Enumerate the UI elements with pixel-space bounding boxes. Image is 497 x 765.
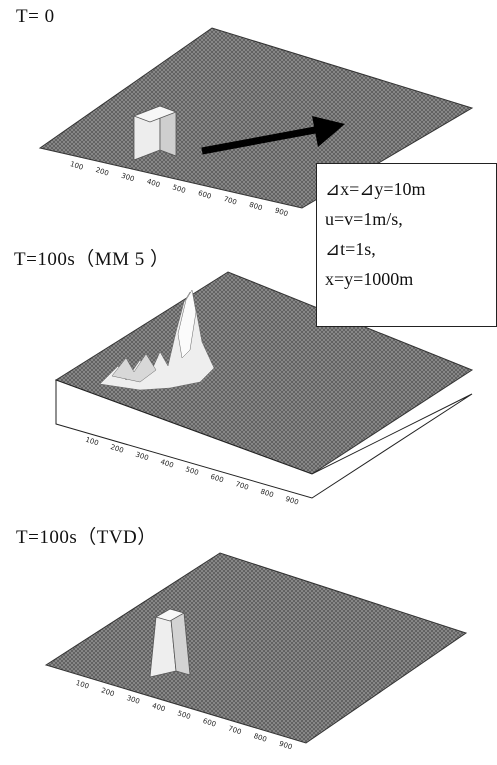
oscillating-wave — [99, 289, 215, 391]
axis-tick-label: 200 — [109, 443, 124, 455]
surface-grid — [44, 552, 468, 744]
axis-tick-label: 600 — [202, 717, 217, 729]
axis-tick-label: 500 — [171, 183, 186, 195]
axis-tick-label: 800 — [248, 201, 263, 213]
parameter-box: ⊿x=⊿y=10m u=v=1m/s, ⊿t=1s, x=y=1000m — [316, 163, 497, 327]
axis-tick-label: 400 — [151, 702, 166, 714]
param-domain-size: x=y=1000m — [325, 269, 414, 289]
axis-tick-label: 500 — [184, 465, 199, 477]
panel-title-tvd: T=100s（TVD） — [16, 527, 157, 548]
surface-plot-tvd: 100 200 300 400 500 600 700 800 900 — [44, 552, 468, 752]
axis-tick-label: 200 — [100, 686, 115, 698]
axis-ticks-x: 100 200 300 400 500 600 700 800 900 — [84, 436, 299, 507]
axis-tick-label: 800 — [259, 487, 274, 499]
panel-title-t0: T= 0 — [16, 6, 55, 27]
param-time-step: ⊿t=1s, — [325, 239, 376, 259]
axis-ticks-x: 100 200 300 400 500 600 700 800 900 — [75, 679, 293, 752]
axis-tick-label: 800 — [253, 732, 268, 744]
axis-tick-label: 600 — [197, 189, 212, 201]
axis-tick-label: 200 — [95, 166, 110, 178]
axis-tick-label: 600 — [209, 473, 224, 485]
panel-title-mm5: T=100s（MM 5 ） — [14, 249, 170, 270]
axis-tick-label: 300 — [120, 172, 135, 184]
axis-tick-label: 700 — [227, 724, 242, 736]
rectangular-pulse — [132, 105, 178, 161]
axis-tick-label: 300 — [134, 450, 149, 462]
axis-tick-label: 300 — [126, 694, 141, 706]
axis-tick-label: 500 — [176, 709, 191, 721]
axis-tick-label: 900 — [278, 740, 293, 752]
axis-tick-label: 700 — [234, 480, 249, 492]
base-plane — [55, 379, 473, 499]
axis-tick-label: 900 — [274, 206, 289, 218]
axis-tick-label: 100 — [75, 679, 90, 691]
axis-ticks-x: 100 200 300 400 500 600 700 800 900 — [69, 160, 289, 218]
axis-tick-label: 100 — [84, 436, 99, 448]
advected-pulse — [149, 608, 191, 678]
axis-tick-label: 100 — [69, 160, 84, 172]
axis-tick-label: 400 — [159, 458, 174, 470]
flow-direction-arrow — [201, 116, 345, 155]
axis-tick-label: 700 — [223, 195, 238, 207]
surface-plot-mm5: 100 200 300 400 500 600 700 800 900 — [54, 271, 474, 507]
param-grid-spacing: ⊿x=⊿y=10m — [325, 179, 426, 199]
axis-tick-label: 900 — [284, 495, 299, 507]
param-velocity: u=v=1m/s, — [325, 209, 403, 229]
axis-tick-label: 400 — [146, 177, 161, 189]
